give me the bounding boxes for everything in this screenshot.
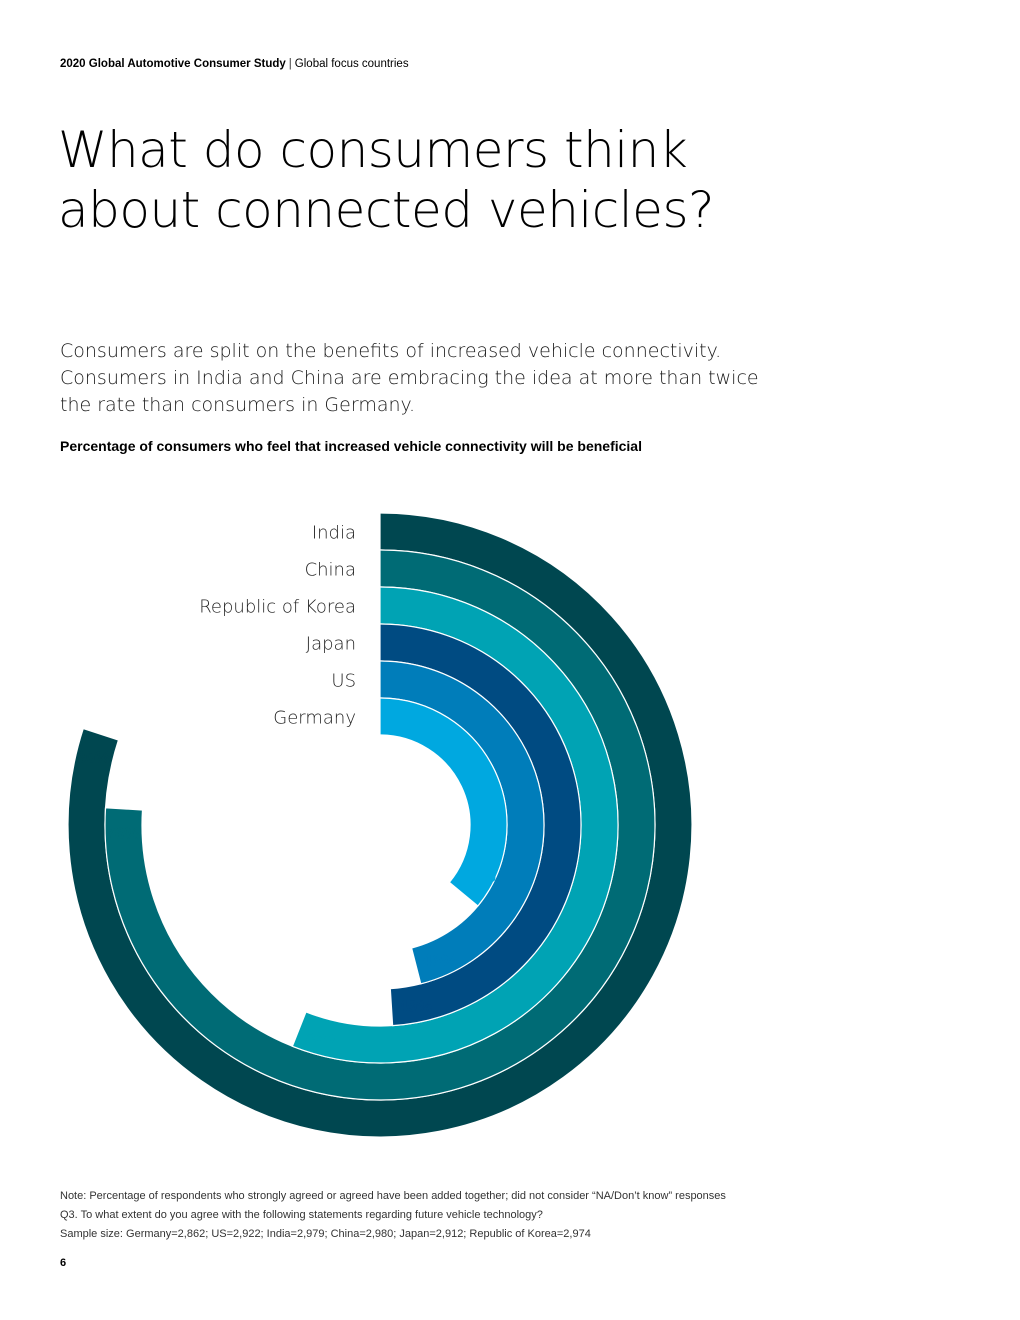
- category-label-japan: Japan: [306, 634, 356, 655]
- value-label-japan: 49%: [398, 997, 432, 1016]
- page-title-line-1: What do consumers think: [58, 121, 688, 179]
- bar-germany: [379, 697, 508, 907]
- intro-line-1: Consumers are split on the benefits of i…: [60, 340, 722, 362]
- category-label-india: India: [312, 523, 356, 544]
- value-label-republic-of-korea: 56%: [304, 1029, 338, 1048]
- category-label-germany: Germany: [273, 708, 356, 729]
- intro-line-2: Consumers in India and China are embraci…: [60, 367, 759, 389]
- value-label-china: 76%: [105, 824, 139, 843]
- footnotes: Note: Percentage of respondents who stro…: [60, 1187, 726, 1244]
- category-label-china: China: [305, 560, 356, 581]
- value-label-india: 80%: [76, 748, 110, 767]
- value-label-us: 46%: [422, 951, 456, 970]
- footnote-question: Q3. To what extent do you agree with the…: [60, 1209, 543, 1221]
- value-label-germany: 36%: [462, 867, 496, 886]
- category-label-us: US: [331, 671, 356, 692]
- intro-line-3: the rate than consumers in Germany.: [60, 394, 416, 416]
- category-label-republic-of-korea: Republic of Korea: [199, 597, 356, 618]
- page-title: What do consumers think about connected …: [58, 120, 818, 240]
- page-number: 6: [60, 1257, 67, 1269]
- footnote-note: Note: Percentage of respondents who stro…: [60, 1190, 726, 1202]
- intro-paragraph: Consumers are split on the benefits of i…: [60, 338, 759, 419]
- radial-bar-chart: India 80% China 76% Republic of Korea 56% Japa…: [67, 512, 693, 1138]
- header-separator: |: [288, 58, 292, 70]
- page-title-line-2: about connected vehicles?: [58, 181, 715, 239]
- chart-title: Percentage of consumers who feel that in…: [60, 438, 642, 454]
- footnote-sample-size: Sample size: Germany=2,862; US=2,922; In…: [60, 1228, 591, 1240]
- report-header: 2020 Global Automotive Consumer Study | Gl…: [60, 58, 409, 70]
- report-name: 2020 Global Automotive Consumer Study: [60, 58, 286, 70]
- report-section: Global focus countries: [294, 58, 409, 70]
